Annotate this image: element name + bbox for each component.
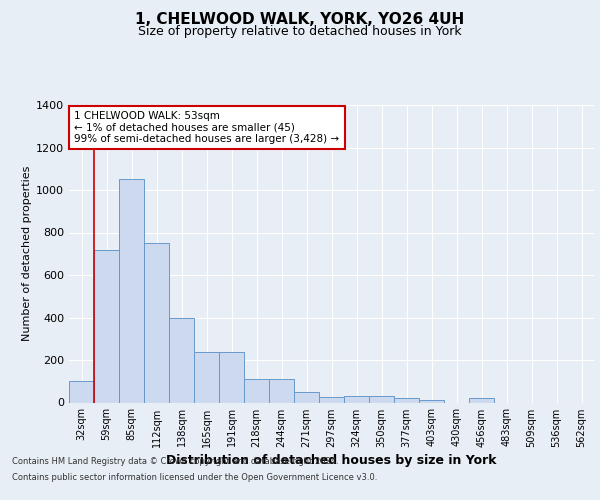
Bar: [169, 318, 194, 402]
Bar: [219, 352, 244, 403]
Y-axis label: Number of detached properties: Number of detached properties: [22, 166, 32, 342]
Text: Size of property relative to detached houses in York: Size of property relative to detached ho…: [138, 25, 462, 38]
Text: Contains public sector information licensed under the Open Government Licence v3: Contains public sector information licen…: [12, 472, 377, 482]
Bar: [344, 396, 369, 402]
Bar: [269, 379, 294, 402]
Bar: [194, 352, 219, 403]
Text: 1 CHELWOOD WALK: 53sqm
← 1% of detached houses are smaller (45)
99% of semi-deta: 1 CHELWOOD WALK: 53sqm ← 1% of detached …: [74, 111, 340, 144]
Bar: [144, 243, 169, 402]
Text: 1, CHELWOOD WALK, YORK, YO26 4UH: 1, CHELWOOD WALK, YORK, YO26 4UH: [136, 12, 464, 28]
Bar: [119, 180, 144, 402]
Bar: [69, 381, 94, 402]
Bar: [244, 379, 269, 402]
Text: Contains HM Land Registry data © Crown copyright and database right 2024.: Contains HM Land Registry data © Crown c…: [12, 458, 338, 466]
Bar: [469, 398, 494, 402]
X-axis label: Distribution of detached houses by size in York: Distribution of detached houses by size …: [166, 454, 497, 466]
Bar: [419, 400, 444, 402]
Bar: [394, 398, 419, 402]
Bar: [294, 392, 319, 402]
Bar: [94, 250, 119, 402]
Bar: [319, 397, 344, 402]
Bar: [369, 396, 394, 402]
